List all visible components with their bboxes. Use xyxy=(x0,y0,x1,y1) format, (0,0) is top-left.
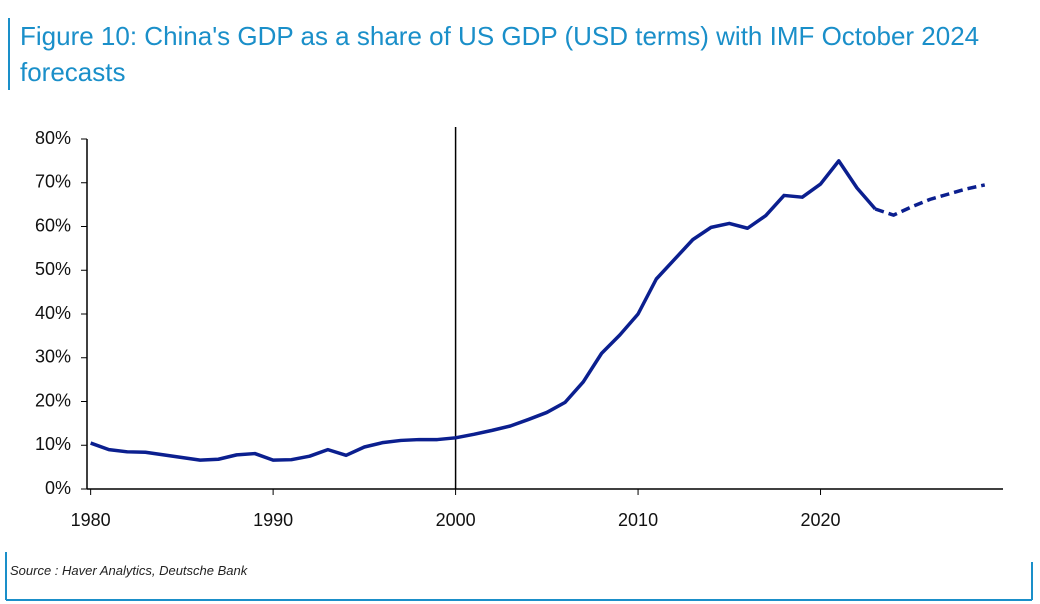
x-tick-label: 1990 xyxy=(253,510,293,530)
source-note: Source : Haver Analytics, Deutsche Bank xyxy=(10,563,248,578)
y-tick-label: 10% xyxy=(35,434,71,454)
x-tick-label: 1980 xyxy=(71,510,111,530)
x-tick-label: 2020 xyxy=(801,510,841,530)
chart-title: Figure 10: China's GDP as a share of US … xyxy=(8,18,1020,90)
series-line xyxy=(90,159,877,462)
y-tick-label: 20% xyxy=(35,390,71,410)
series-line xyxy=(874,183,986,217)
y-tick-label: 0% xyxy=(45,478,71,498)
y-tick-label: 50% xyxy=(35,259,71,279)
y-tick-label: 40% xyxy=(35,303,71,323)
y-tick-label: 60% xyxy=(35,215,71,235)
y-tick-label: 80% xyxy=(35,128,71,148)
y-tick-label: 30% xyxy=(35,347,71,367)
y-tick-label: 70% xyxy=(35,172,71,192)
x-tick-label: 2000 xyxy=(436,510,476,530)
x-tick-label: 2010 xyxy=(618,510,658,530)
